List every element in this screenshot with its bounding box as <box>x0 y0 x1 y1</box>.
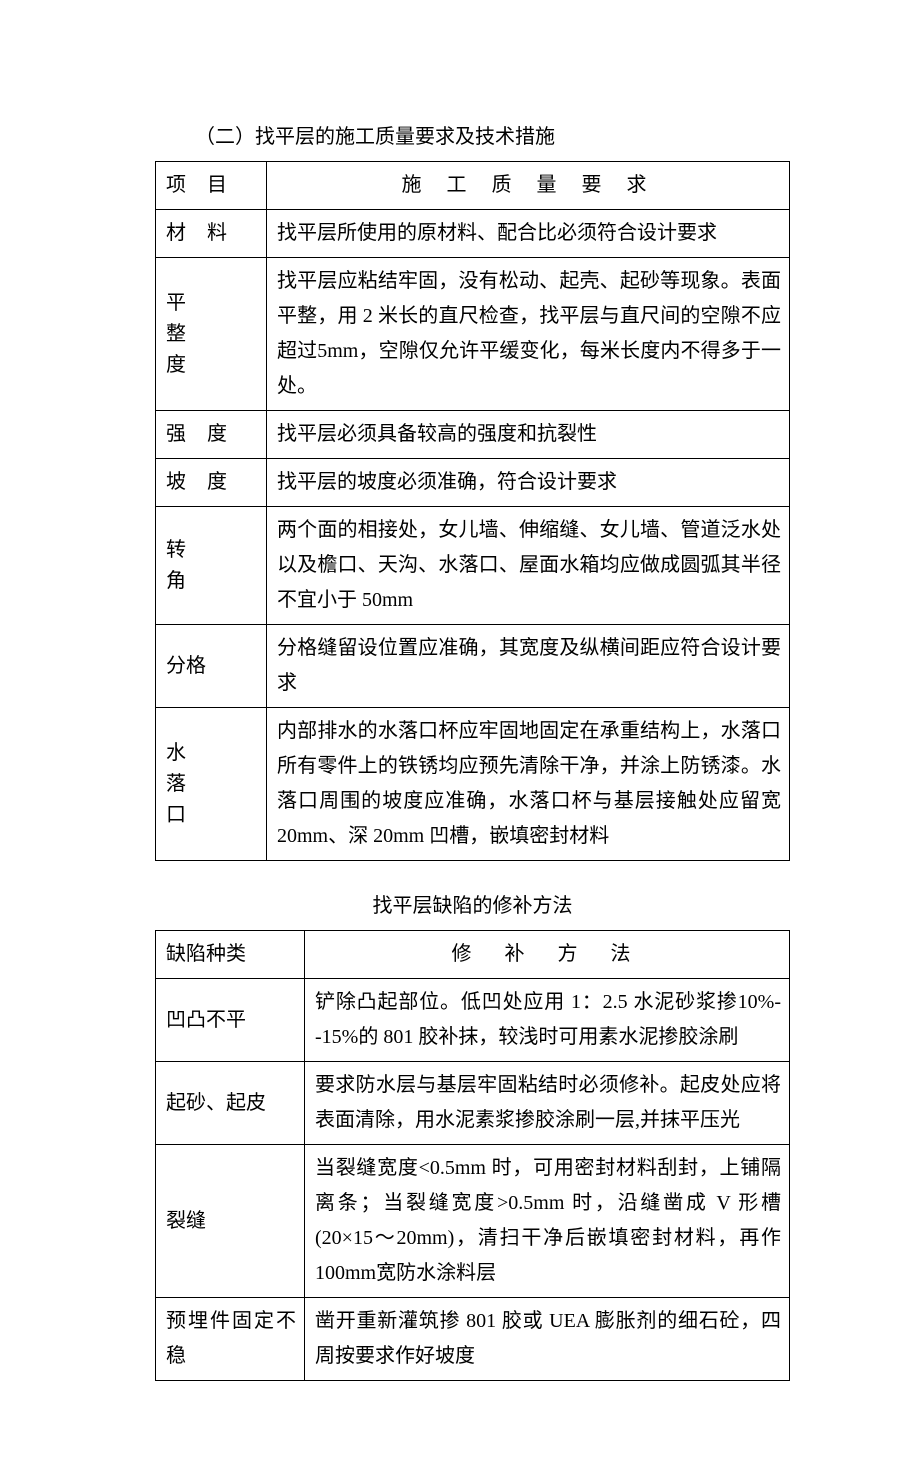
table-row: 凹凸不平 铲除凸起部位。低凹处应用 1：2.5 水泥砂浆掺10%--15%的 8… <box>156 979 790 1062</box>
table-row: 强 度 找平层必须具备较高的强度和抗裂性 <box>156 411 790 459</box>
row-method: 铲除凸起部位。低凹处应用 1：2.5 水泥砂浆掺10%--15%的 801 胶补… <box>305 979 790 1062</box>
quality-requirements-table: 项 目 施 工 质 量 要 求 材 料 找平层所使用的原材料、配合比必须符合设计… <box>155 161 790 861</box>
row-requirement: 内部排水的水落口杯应牢固地固定在承重结构上，水落口所有零件上的铁锈均应预先清除干… <box>267 708 790 861</box>
defect-repair-table: 缺陷种类 修 补 方 法 凹凸不平 铲除凸起部位。低凹处应用 1：2.5 水泥砂… <box>155 930 790 1381</box>
row-label: 强 度 <box>156 411 267 459</box>
row-requirement: 找平层应粘结牢固，没有松动、起壳、起砂等现象。表面平整，用 2 米长的直尺检查，… <box>267 258 790 411</box>
table-row: 材 料 找平层所使用的原材料、配合比必须符合设计要求 <box>156 210 790 258</box>
table-row: 水 落 口 内部排水的水落口杯应牢固地固定在承重结构上，水落口所有零件上的铁锈均… <box>156 708 790 861</box>
table-row: 起砂、起皮 要求防水层与基层牢固粘结时必须修补。起皮处应将表面清除，用水泥素浆掺… <box>156 1062 790 1145</box>
table-row: 平 整 度 找平层应粘结牢固，没有松动、起壳、起砂等现象。表面平整，用 2 米长… <box>156 258 790 411</box>
row-requirement: 找平层所使用的原材料、配合比必须符合设计要求 <box>267 210 790 258</box>
header-defect-type: 缺陷种类 <box>156 931 305 979</box>
row-method: 当裂缝宽度<0.5mm 时，可用密封材料刮封，上铺隔离条；当裂缝宽度>0.5mm… <box>305 1145 790 1298</box>
row-label: 平 整 度 <box>156 258 267 411</box>
row-label: 裂缝 <box>156 1145 305 1298</box>
header-repair-method: 修 补 方 法 <box>305 931 790 979</box>
row-requirement: 找平层必须具备较高的强度和抗裂性 <box>267 411 790 459</box>
row-requirement: 分格缝留设位置应准确，其宽度及纵横间距应符合设计要求 <box>267 625 790 708</box>
row-label: 分格 <box>156 625 267 708</box>
header-requirement: 施 工 质 量 要 求 <box>267 162 790 210</box>
table-row: 预埋件固定不稳 凿开重新灌筑掺 801 胶或 UEA 膨胀剂的细石砼，四周按要求… <box>156 1298 790 1381</box>
row-label: 转 角 <box>156 507 267 625</box>
header-project: 项 目 <box>156 162 267 210</box>
table-row: 转 角 两个面的相接处，女儿墙、伸缩缝、女儿墙、管道泛水处以及檐口、天沟、水落口… <box>156 507 790 625</box>
row-requirement: 两个面的相接处，女儿墙、伸缩缝、女儿墙、管道泛水处以及檐口、天沟、水落口、屋面水… <box>267 507 790 625</box>
table-row: 分格 分格缝留设位置应准确，其宽度及纵横间距应符合设计要求 <box>156 625 790 708</box>
row-label: 坡 度 <box>156 459 267 507</box>
row-label: 预埋件固定不稳 <box>156 1298 305 1381</box>
table-row: 裂缝 当裂缝宽度<0.5mm 时，可用密封材料刮封，上铺隔离条；当裂缝宽度>0.… <box>156 1145 790 1298</box>
subsection-heading: 找平层缺陷的修补方法 <box>155 889 790 924</box>
section-heading: （二）找平层的施工质量要求及技术措施 <box>155 120 790 155</box>
row-requirement: 找平层的坡度必须准确，符合设计要求 <box>267 459 790 507</box>
row-method: 凿开重新灌筑掺 801 胶或 UEA 膨胀剂的细石砼，四周按要求作好坡度 <box>305 1298 790 1381</box>
table-row: 坡 度 找平层的坡度必须准确，符合设计要求 <box>156 459 790 507</box>
row-label: 水 落 口 <box>156 708 267 861</box>
row-label: 材 料 <box>156 210 267 258</box>
table-header-row: 缺陷种类 修 补 方 法 <box>156 931 790 979</box>
row-label: 凹凸不平 <box>156 979 305 1062</box>
row-label: 起砂、起皮 <box>156 1062 305 1145</box>
row-method: 要求防水层与基层牢固粘结时必须修补。起皮处应将表面清除，用水泥素浆掺胶涂刷一层,… <box>305 1062 790 1145</box>
table-header-row: 项 目 施 工 质 量 要 求 <box>156 162 790 210</box>
